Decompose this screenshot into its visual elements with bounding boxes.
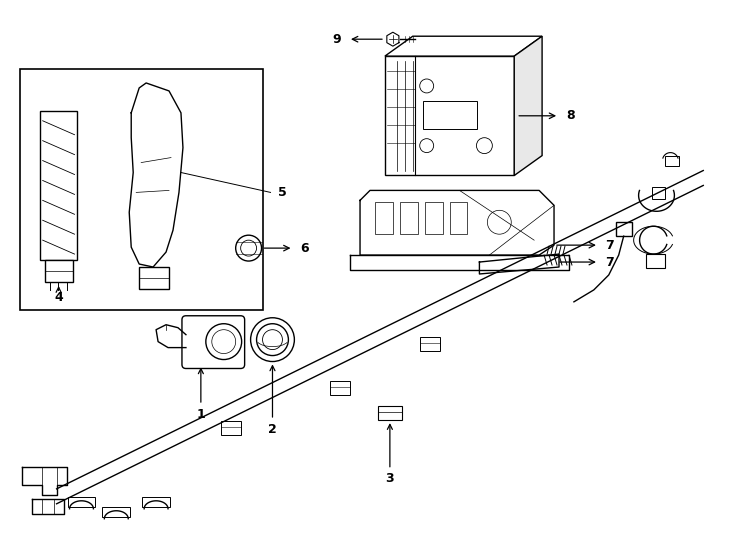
Text: 3: 3 xyxy=(385,424,394,485)
Bar xyxy=(616,222,632,236)
Circle shape xyxy=(212,330,236,354)
Bar xyxy=(68,497,95,507)
Bar xyxy=(330,381,350,395)
Text: 7: 7 xyxy=(605,239,614,252)
Bar xyxy=(375,202,393,234)
Bar xyxy=(40,111,78,260)
Bar xyxy=(139,267,169,289)
Circle shape xyxy=(241,240,257,256)
Bar xyxy=(378,406,401,420)
Circle shape xyxy=(250,318,294,361)
Polygon shape xyxy=(385,36,542,56)
Bar xyxy=(646,254,666,268)
Circle shape xyxy=(263,330,283,349)
Bar xyxy=(45,260,73,282)
Bar xyxy=(425,202,443,234)
Bar xyxy=(385,56,515,176)
Bar xyxy=(20,69,263,310)
Circle shape xyxy=(476,138,493,153)
FancyBboxPatch shape xyxy=(182,316,244,368)
Circle shape xyxy=(420,139,434,153)
Bar xyxy=(142,497,170,507)
Circle shape xyxy=(206,323,241,360)
Bar xyxy=(666,156,680,166)
Circle shape xyxy=(236,235,261,261)
Bar xyxy=(423,101,477,129)
Text: 9: 9 xyxy=(333,33,341,46)
Bar xyxy=(400,202,418,234)
Bar xyxy=(449,202,468,234)
Bar xyxy=(652,187,666,199)
Bar xyxy=(102,507,130,517)
Circle shape xyxy=(420,79,434,93)
Text: 2: 2 xyxy=(268,366,277,436)
Polygon shape xyxy=(515,36,542,176)
Circle shape xyxy=(257,323,288,355)
Text: 4: 4 xyxy=(54,287,63,305)
Bar xyxy=(221,421,241,435)
Text: 6: 6 xyxy=(300,241,309,255)
Text: 5: 5 xyxy=(278,186,287,199)
Bar xyxy=(420,336,440,350)
Text: 8: 8 xyxy=(566,109,575,122)
Text: 7: 7 xyxy=(605,255,614,268)
Circle shape xyxy=(487,210,512,234)
Text: 1: 1 xyxy=(197,369,206,421)
